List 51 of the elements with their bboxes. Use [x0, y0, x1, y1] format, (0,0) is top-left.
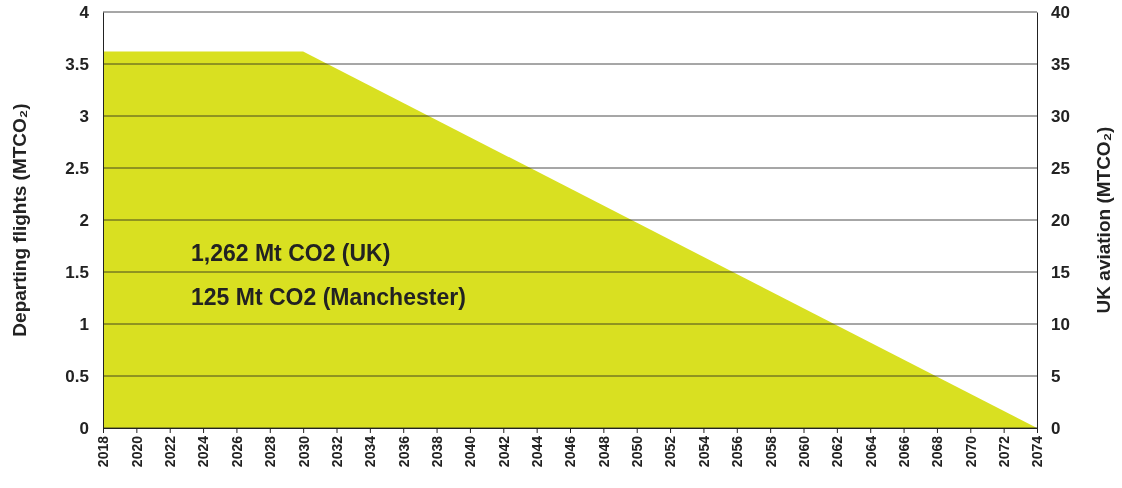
- x-tick-label: 2072: [996, 435, 1013, 468]
- y2-tick-label: 5: [1051, 366, 1061, 386]
- x-tick-label: 2052: [662, 435, 679, 468]
- x-tick-label: 2018: [95, 435, 112, 468]
- x-tick-label: 2048: [595, 435, 612, 468]
- y2-tick-label: 0: [1051, 418, 1061, 438]
- y2-tick-label: 40: [1051, 2, 1070, 22]
- x-tick-label: 2032: [328, 435, 345, 468]
- x-tick-label: 2050: [629, 435, 646, 468]
- y-tick-label: 2: [79, 210, 89, 230]
- x-tick-label: 2074: [1029, 435, 1046, 468]
- x-tick-label: 2056: [729, 435, 746, 468]
- x-tick-label: 2026: [228, 435, 245, 468]
- y2-tick-label: 15: [1051, 262, 1070, 282]
- y-tick-label: 0.5: [65, 366, 89, 386]
- y-tick-label: 1.5: [65, 262, 89, 282]
- x-tick-label: 2040: [462, 435, 479, 468]
- x-tick-label: 2058: [762, 435, 779, 468]
- y-tick-label: 0: [79, 418, 89, 438]
- x-tick-label: 2028: [262, 435, 279, 468]
- annotation: 125 Mt CO2 (Manchester): [191, 284, 466, 310]
- y2-axis-title: UK aviation (MTCO₂): [1093, 126, 1114, 314]
- x-tick-label: 2024: [195, 435, 212, 468]
- x-tick-label: 2054: [695, 435, 712, 468]
- x-tick-label: 2030: [295, 435, 312, 468]
- x-tick-label: 2042: [495, 435, 512, 468]
- x-tick-label: 2036: [395, 435, 412, 468]
- x-tick-label: 2066: [895, 435, 912, 468]
- x-tick-label: 2046: [562, 435, 579, 468]
- y-axis-title: Departing flights (MTCO₂): [9, 103, 30, 337]
- x-tick-label: 2020: [128, 435, 145, 468]
- x-tick-label: 2062: [829, 435, 846, 468]
- x-tick-label: 2022: [162, 435, 179, 468]
- y-tick-label: 1: [79, 314, 89, 334]
- y2-tick-label: 25: [1051, 158, 1070, 178]
- y2-tick-label: 35: [1051, 54, 1070, 74]
- y2-tick-label: 30: [1051, 106, 1070, 126]
- x-tick-label: 2060: [795, 435, 812, 468]
- x-tick-label: 2070: [962, 435, 979, 468]
- x-tick-label: 2068: [929, 435, 946, 468]
- x-tick-label: 2038: [428, 435, 445, 468]
- y-tick-label: 3: [79, 106, 89, 126]
- annotation: 1,262 Mt CO2 (UK): [191, 240, 391, 266]
- x-tick-label: 2064: [862, 435, 879, 468]
- y-tick-label: 2.5: [65, 158, 89, 178]
- y-tick-label: 3.5: [65, 54, 89, 74]
- x-tick-label: 2034: [362, 435, 379, 468]
- y-tick-label: 4: [79, 2, 90, 22]
- y2-tick-label: 20: [1051, 210, 1070, 230]
- y2-tick-label: 10: [1051, 314, 1070, 334]
- x-tick-label: 2044: [529, 435, 546, 468]
